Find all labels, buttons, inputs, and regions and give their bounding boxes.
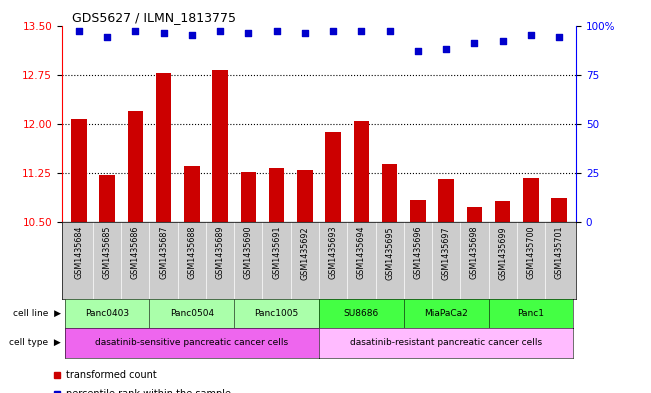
- Text: GSM1435700: GSM1435700: [527, 226, 535, 279]
- Bar: [326, 132, 341, 222]
- Bar: [382, 164, 397, 222]
- Text: GSM1435688: GSM1435688: [187, 226, 197, 279]
- Bar: [156, 73, 171, 222]
- Text: GSM1435691: GSM1435691: [272, 226, 281, 279]
- Point: [74, 28, 84, 35]
- Text: GSM1435689: GSM1435689: [215, 226, 225, 279]
- Text: GSM1435695: GSM1435695: [385, 226, 394, 279]
- Text: GSM1435692: GSM1435692: [300, 226, 309, 279]
- Text: GDS5627 / ILMN_1813775: GDS5627 / ILMN_1813775: [72, 11, 236, 24]
- Bar: [495, 201, 510, 222]
- Bar: [467, 207, 482, 222]
- Text: GSM1435698: GSM1435698: [470, 226, 479, 279]
- Text: MiaPaCa2: MiaPaCa2: [424, 309, 468, 318]
- Bar: [353, 121, 369, 222]
- Bar: [128, 111, 143, 222]
- Point: [187, 32, 197, 39]
- Point: [413, 48, 423, 54]
- Text: SU8686: SU8686: [344, 309, 379, 318]
- Point: [526, 32, 536, 39]
- Bar: [100, 175, 115, 222]
- Point: [497, 38, 508, 44]
- Text: dasatinib-sensitive pancreatic cancer cells: dasatinib-sensitive pancreatic cancer ce…: [95, 338, 288, 347]
- Point: [215, 28, 225, 35]
- Bar: [297, 170, 312, 222]
- Point: [130, 28, 141, 35]
- Text: dasatinib-resistant pancreatic cancer cells: dasatinib-resistant pancreatic cancer ce…: [350, 338, 542, 347]
- Text: Panc0504: Panc0504: [170, 309, 214, 318]
- Text: GSM1435693: GSM1435693: [329, 226, 338, 279]
- Point: [469, 40, 480, 46]
- Text: Panc1: Panc1: [518, 309, 544, 318]
- Point: [271, 28, 282, 35]
- Text: transformed count: transformed count: [66, 369, 156, 380]
- Point: [356, 28, 367, 35]
- Bar: [410, 200, 426, 222]
- Text: Panc0403: Panc0403: [85, 309, 129, 318]
- Point: [554, 34, 564, 40]
- Bar: [523, 178, 538, 222]
- Text: cell type  ▶: cell type ▶: [9, 338, 61, 347]
- Bar: [241, 172, 256, 222]
- Text: GSM1435684: GSM1435684: [74, 226, 83, 279]
- Text: GSM1435686: GSM1435686: [131, 226, 140, 279]
- Text: cell line  ▶: cell line ▶: [12, 309, 61, 318]
- Bar: [71, 119, 87, 222]
- Point: [441, 46, 451, 52]
- Text: GSM1435697: GSM1435697: [441, 226, 450, 279]
- Text: GSM1435699: GSM1435699: [498, 226, 507, 279]
- Bar: [184, 166, 200, 222]
- Bar: [212, 70, 228, 222]
- Point: [385, 28, 395, 35]
- Bar: [551, 198, 567, 222]
- Text: GSM1435690: GSM1435690: [244, 226, 253, 279]
- Text: GSM1435701: GSM1435701: [555, 226, 564, 279]
- Text: percentile rank within the sample: percentile rank within the sample: [66, 389, 230, 393]
- Text: GSM1435696: GSM1435696: [413, 226, 422, 279]
- Point: [243, 30, 253, 37]
- Point: [158, 30, 169, 37]
- Bar: [438, 180, 454, 222]
- Text: Panc1005: Panc1005: [255, 309, 299, 318]
- Text: GSM1435694: GSM1435694: [357, 226, 366, 279]
- Point: [328, 28, 339, 35]
- Text: GSM1435685: GSM1435685: [103, 226, 111, 279]
- Text: GSM1435687: GSM1435687: [159, 226, 168, 279]
- Point: [102, 34, 112, 40]
- Bar: [269, 168, 284, 222]
- Point: [299, 30, 310, 37]
